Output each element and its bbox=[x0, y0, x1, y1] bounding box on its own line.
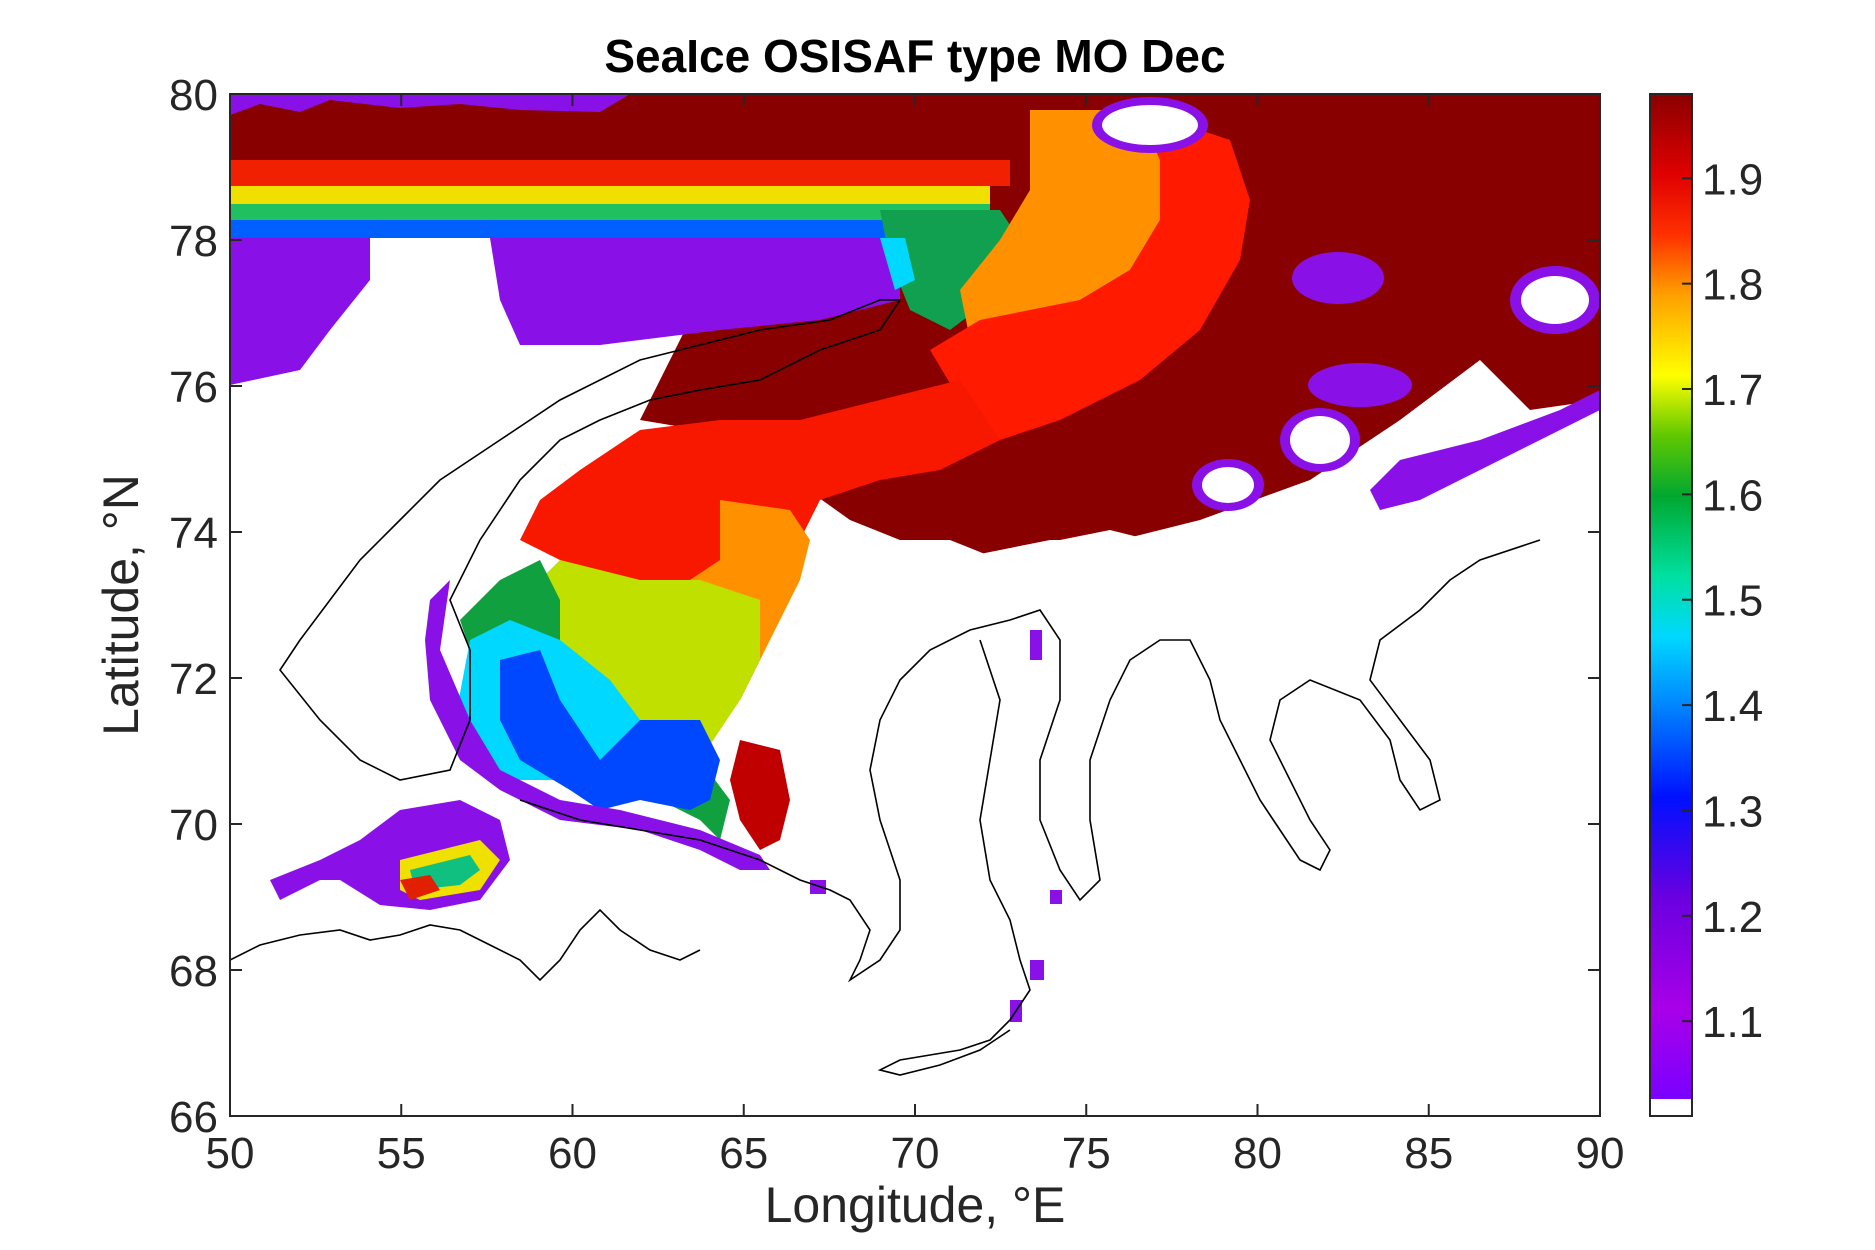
region-red-east-tongue bbox=[930, 110, 1250, 440]
colorbar-tick-label: 1.7 bbox=[1702, 366, 1763, 415]
region-northern-gradient-red bbox=[230, 160, 1010, 186]
x-tick-label: 50 bbox=[206, 1129, 255, 1178]
region-fringe-top bbox=[230, 94, 630, 115]
region-island-hole-2 bbox=[1292, 252, 1384, 304]
region-novaya-channel-cyan bbox=[880, 238, 915, 290]
y-tick-label: 68 bbox=[169, 947, 218, 996]
y-tick-label: 74 bbox=[169, 509, 218, 558]
region-northern-gradient-yellow bbox=[230, 186, 990, 204]
region-island-hole-4 bbox=[1308, 363, 1412, 407]
x-axis: 50 55 60 65 70 75 80 85 90 bbox=[206, 94, 1625, 1178]
island-hole-6-inner bbox=[1202, 467, 1254, 503]
colorbar-white-cap bbox=[1650, 1099, 1692, 1116]
coastline-novaya-zemlya bbox=[279, 299, 902, 781]
gulf-pixel-4 bbox=[810, 880, 826, 894]
x-tick-label: 85 bbox=[1404, 1129, 1453, 1178]
region-fringe-east-coast bbox=[1370, 390, 1600, 510]
coastline-kara-south bbox=[519, 539, 1541, 983]
colorbar-ticks: 1.1 1.2 1.3 1.4 1.5 1.6 1.7 1.8 1.9 bbox=[1682, 155, 1763, 1047]
gulf-pixel-2 bbox=[1030, 960, 1044, 980]
y-axis-label: Latitude, °N bbox=[93, 474, 149, 736]
coastline-pechora bbox=[230, 908, 701, 982]
chart-title: SeaIce OSISAF type MO Dec bbox=[604, 30, 1225, 82]
y-tick-label: 66 bbox=[169, 1093, 218, 1142]
x-axis-label: Longitude, °E bbox=[765, 1177, 1066, 1233]
region-gulf-yenisei bbox=[1060, 530, 1160, 620]
region-orange-tongue bbox=[960, 110, 1160, 340]
colorbar-tick-label: 1.1 bbox=[1702, 998, 1763, 1047]
region-fringe-kara-coast bbox=[425, 580, 770, 870]
x-tick-label: 90 bbox=[1576, 1129, 1625, 1178]
region-fringe-north bbox=[490, 238, 900, 345]
x-tick-label: 65 bbox=[719, 1129, 768, 1178]
region-yamal-red bbox=[730, 740, 790, 850]
x-tick-label: 70 bbox=[891, 1129, 940, 1178]
colorbar-tick-label: 1.8 bbox=[1702, 261, 1763, 310]
region-north-band bbox=[230, 94, 1600, 560]
region-pechora-red bbox=[400, 875, 440, 900]
island-hole-5-inner bbox=[1290, 416, 1350, 464]
colorbar-tick-label: 1.9 bbox=[1702, 155, 1763, 204]
region-gulf-ob bbox=[900, 540, 1010, 640]
x-tick-label: 60 bbox=[548, 1129, 597, 1178]
gulf-pixel-5 bbox=[1050, 890, 1062, 904]
region-northern-gradient-green bbox=[230, 204, 990, 220]
y-tick-label: 70 bbox=[169, 801, 218, 850]
island-hole-1-inner bbox=[1102, 105, 1198, 145]
colorbar-tick-label: 1.4 bbox=[1702, 682, 1763, 731]
region-kara-blue bbox=[500, 650, 720, 810]
colorbar-frame bbox=[1649, 93, 1693, 1117]
y-tick-label: 78 bbox=[169, 217, 218, 266]
colorbar-tick-label: 1.5 bbox=[1702, 577, 1763, 626]
y-tick-label: 72 bbox=[169, 655, 218, 704]
y-tick-label: 76 bbox=[169, 363, 218, 412]
coastline-ob-gulf bbox=[877, 639, 1031, 1076]
x-tick-label: 80 bbox=[1233, 1129, 1282, 1178]
colorbar-tick-label: 1.2 bbox=[1702, 893, 1763, 942]
x-tick-label: 55 bbox=[377, 1129, 426, 1178]
y-tick-label: 80 bbox=[169, 71, 218, 120]
island-hole-3-inner bbox=[1521, 276, 1589, 324]
heatmap-field bbox=[230, 94, 1600, 1022]
colorbar bbox=[1650, 94, 1692, 1099]
colorbar-tick-label: 1.3 bbox=[1702, 787, 1763, 836]
region-fringe-west bbox=[230, 238, 370, 385]
gulf-pixel-1 bbox=[1030, 630, 1042, 660]
x-tick-label: 75 bbox=[1062, 1129, 1111, 1178]
colorbar-tick-label: 1.6 bbox=[1702, 471, 1763, 520]
region-northern-gradient-blue bbox=[230, 220, 930, 238]
coastline bbox=[230, 299, 1541, 1076]
y-axis: 66 68 70 72 74 76 78 80 bbox=[169, 71, 1600, 1142]
